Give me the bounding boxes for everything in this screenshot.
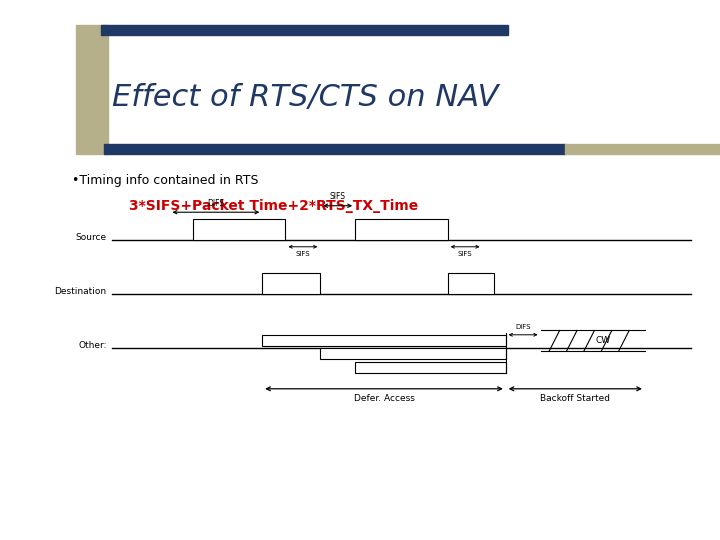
Bar — [262, 273, 320, 294]
Text: NAV (CTS): NAV (CTS) — [392, 349, 434, 358]
Bar — [76, 25, 108, 154]
Text: CTS: CTS — [282, 279, 300, 288]
Text: RTS: RTS — [230, 225, 248, 234]
Bar — [262, 335, 505, 346]
Text: Defer. Access: Defer. Access — [354, 394, 415, 403]
Text: NAV (RTS): NAV (RTS) — [363, 336, 405, 345]
Bar — [101, 25, 508, 35]
Text: DIFS: DIFS — [207, 199, 225, 208]
Bar — [448, 273, 494, 294]
Text: DIFS: DIFS — [516, 325, 531, 330]
Text: NAV (Data): NAV (Data) — [407, 363, 454, 372]
Text: Destination: Destination — [55, 287, 107, 296]
Bar — [565, 144, 720, 154]
Text: CW: CW — [595, 336, 611, 345]
Text: •Timing info contained in RTS: •Timing info contained in RTS — [72, 174, 258, 187]
Text: ACK: ACK — [462, 279, 480, 288]
Bar — [193, 219, 285, 240]
Text: Other:: Other: — [78, 341, 107, 350]
Text: Source: Source — [76, 233, 107, 242]
Text: Backoff Started: Backoff Started — [540, 394, 611, 403]
Text: SIFS: SIFS — [330, 192, 346, 201]
Bar — [320, 348, 505, 359]
Text: 3*SIFS+Packet Time+2*RTS_TX_Time: 3*SIFS+Packet Time+2*RTS_TX_Time — [129, 199, 418, 213]
Text: Data: Data — [391, 225, 412, 234]
Text: SIFS: SIFS — [458, 251, 472, 257]
Bar — [355, 219, 448, 240]
Bar — [355, 362, 505, 373]
Bar — [104, 144, 565, 154]
Text: Effect of RTS/CTS on NAV: Effect of RTS/CTS on NAV — [112, 83, 498, 112]
Text: SIFS: SIFS — [295, 251, 310, 257]
